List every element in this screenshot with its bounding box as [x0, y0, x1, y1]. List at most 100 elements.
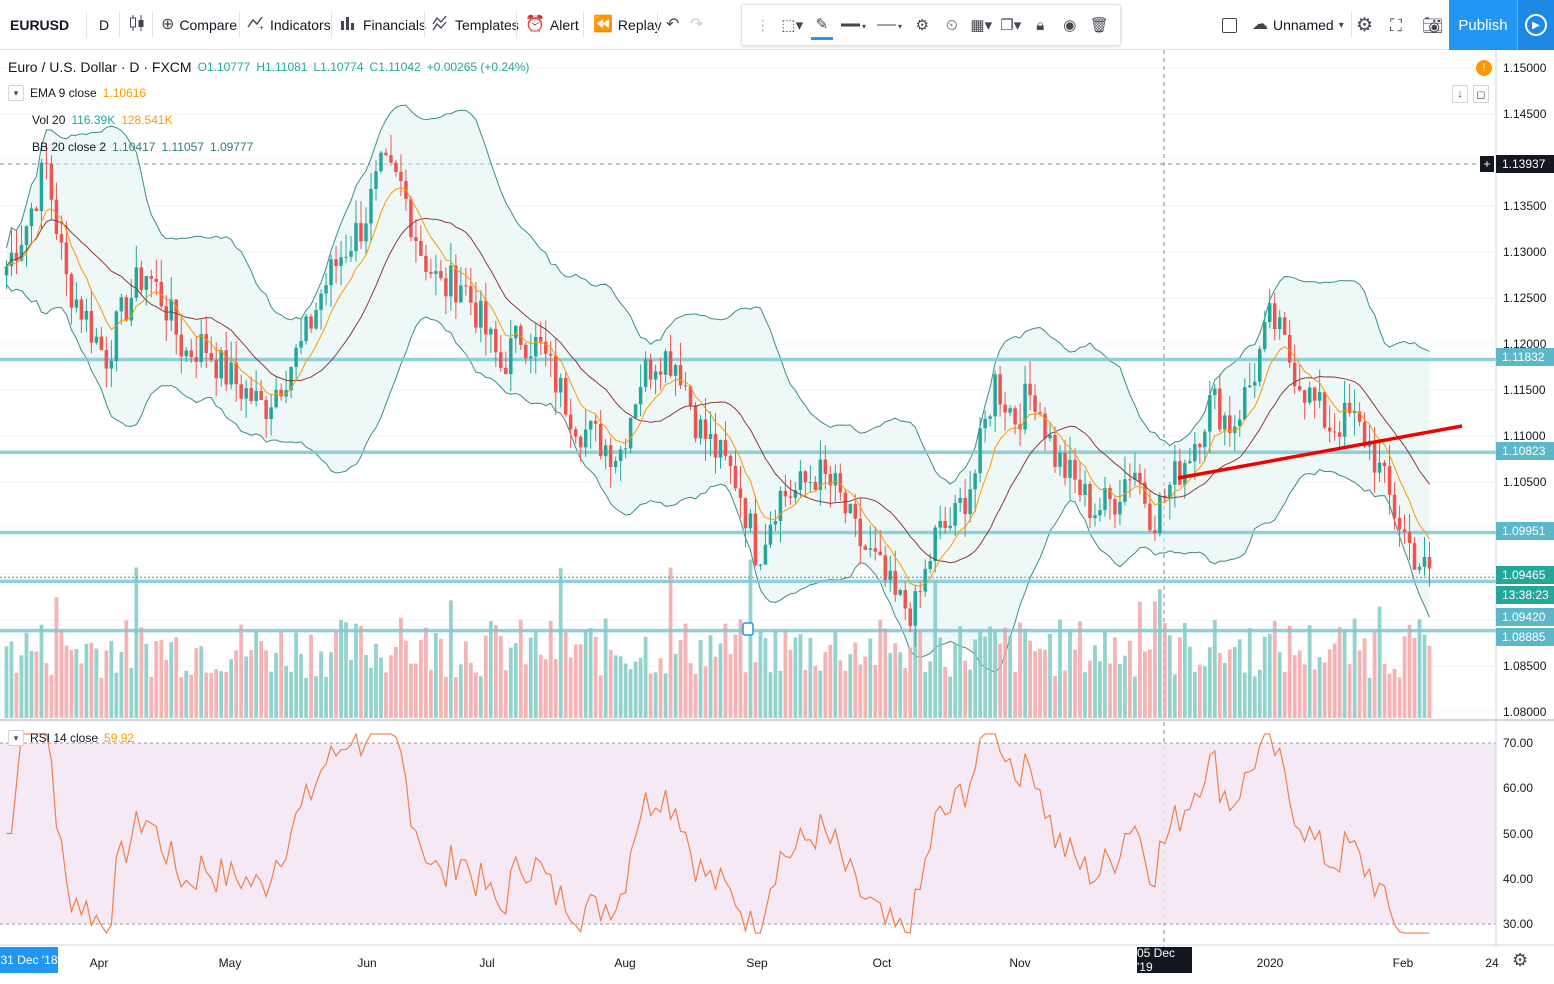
volume-bar: [858, 664, 863, 718]
multi-chart-checkbox[interactable]: [1222, 0, 1237, 50]
volume-bar: [793, 637, 798, 718]
volume-bar: [958, 626, 963, 718]
volume-bar: [64, 645, 69, 718]
ohlc-change: +0.00265 (+0.24%): [426, 60, 530, 74]
vol-value: 116.39K: [71, 113, 116, 127]
maximize-pane-icon[interactable]: ◻: [1473, 85, 1489, 103]
alert-add-icon[interactable]: ⏲: [945, 16, 958, 34]
candle-body: [1332, 431, 1337, 433]
time-tick-label: Oct: [872, 956, 892, 970]
clone-icon[interactable]: ❐▾: [1000, 17, 1022, 34]
trash-icon[interactable]: 🗑︎: [1089, 17, 1109, 34]
redo-button[interactable]: ↷: [690, 0, 703, 50]
candle-body: [109, 360, 114, 369]
warning-icon[interactable]: !: [1476, 60, 1492, 76]
volume-bar: [1207, 647, 1212, 718]
settings-button[interactable]: ⚙: [1356, 0, 1373, 50]
layers-icon[interactable]: ▦▾: [970, 17, 993, 34]
collapse-rsi-button[interactable]: ▾: [8, 730, 24, 746]
gear-icon[interactable]: ⚙: [915, 17, 929, 34]
volume-bar: [1267, 633, 1272, 718]
candle-body: [324, 285, 328, 294]
publish-menu-button[interactable]: ▶: [1517, 0, 1554, 50]
layout-name-button[interactable]: ☁︎ Unnamed ▾: [1252, 0, 1344, 50]
candle-body: [708, 434, 713, 439]
symbol-search[interactable]: EURUSD: [10, 0, 69, 50]
alert-button[interactable]: ⏰ Alert: [525, 0, 579, 50]
candle-body: [319, 293, 323, 310]
trend-line[interactable]: [1177, 424, 1463, 480]
candle-body: [189, 350, 193, 358]
candle-body: [54, 199, 59, 235]
arrow-down-icon[interactable]: ↓: [1452, 85, 1468, 103]
candle-body: [419, 240, 423, 256]
volume-bar: [264, 650, 269, 718]
volume-bar: [818, 670, 823, 718]
volume-bar: [1282, 671, 1287, 718]
candle-body: [364, 223, 368, 242]
line-color-icon[interactable]: ▾: [840, 10, 868, 40]
candle-body: [184, 350, 188, 357]
brush-icon[interactable]: ✎: [810, 10, 833, 40]
indicators-button[interactable]: + Indicators: [247, 0, 331, 50]
volume-bar: [608, 649, 613, 718]
candle-body: [494, 328, 498, 353]
volume-bar: [898, 652, 903, 718]
bb-lower-line: [6, 284, 1430, 673]
replay-button[interactable]: ⏪ Replay: [593, 0, 662, 50]
volume-bar: [19, 655, 24, 718]
volume-bar: [773, 630, 778, 718]
eye-icon[interactable]: ◉: [1063, 17, 1077, 34]
horizontal-levels[interactable]: [0, 357, 1496, 636]
candle-body: [484, 300, 488, 335]
chart-canvas[interactable]: [0, 50, 1554, 984]
candle-body: [1312, 387, 1317, 401]
candle-body: [1243, 387, 1247, 420]
candle-body: [1098, 510, 1102, 516]
volume-bar: [309, 634, 313, 718]
candle-body: [274, 389, 278, 408]
drag-handle-icon[interactable]: ⋮: [755, 17, 771, 34]
line-style-icon[interactable]: ▾: [876, 10, 904, 40]
volume-bar: [848, 654, 853, 718]
volume-bar: [1332, 643, 1337, 718]
candle-body: [838, 473, 843, 493]
volume-bar: [209, 673, 214, 718]
select-tool-icon[interactable]: ⬚▾: [781, 17, 804, 34]
volume-bar: [598, 675, 603, 718]
volume-bar: [4, 646, 9, 718]
candle-body: [1033, 395, 1037, 412]
candle-body: [573, 429, 578, 437]
financials-button[interactable]: Financials: [340, 0, 426, 50]
lock-icon[interactable]: 🔒︎: [1036, 16, 1045, 34]
volume-bar: [713, 656, 718, 718]
volume-bar: [384, 672, 388, 718]
volume-bar: [998, 644, 1003, 718]
candle-body: [454, 265, 458, 303]
gear-icon[interactable]: ⚙: [1512, 950, 1529, 970]
volume-bar: [359, 625, 363, 718]
price-tick-label: 1.12500: [1503, 291, 1547, 305]
volume-bar: [259, 641, 264, 718]
compare-button[interactable]: ⊕ Compare: [161, 0, 237, 50]
candle-body: [1272, 303, 1277, 330]
volume-bar: [638, 657, 643, 718]
volume-bar: [1068, 630, 1072, 718]
add-alert-icon[interactable]: +: [1480, 156, 1494, 172]
collapse-legend-button[interactable]: ▾: [8, 85, 24, 101]
candle-body: [39, 162, 44, 212]
candle-body: [668, 351, 673, 376]
interval-button[interactable]: D: [99, 0, 109, 50]
fullscreen-button[interactable]: ⛶: [1390, 0, 1402, 50]
candle-body: [593, 420, 598, 424]
volume-bar: [349, 659, 353, 718]
volume-bar: [1073, 649, 1077, 718]
candle-body: [873, 548, 878, 552]
publish-button[interactable]: Publish: [1449, 0, 1517, 50]
chart-type-button[interactable]: [129, 0, 145, 50]
rsi-tick-label: 50.00: [1503, 826, 1534, 841]
snapshot-button[interactable]: 📷︎: [1422, 0, 1444, 50]
undo-button[interactable]: ↶: [666, 0, 679, 50]
templates-button[interactable]: Templates: [432, 0, 519, 50]
rsi-band: [0, 743, 1496, 924]
